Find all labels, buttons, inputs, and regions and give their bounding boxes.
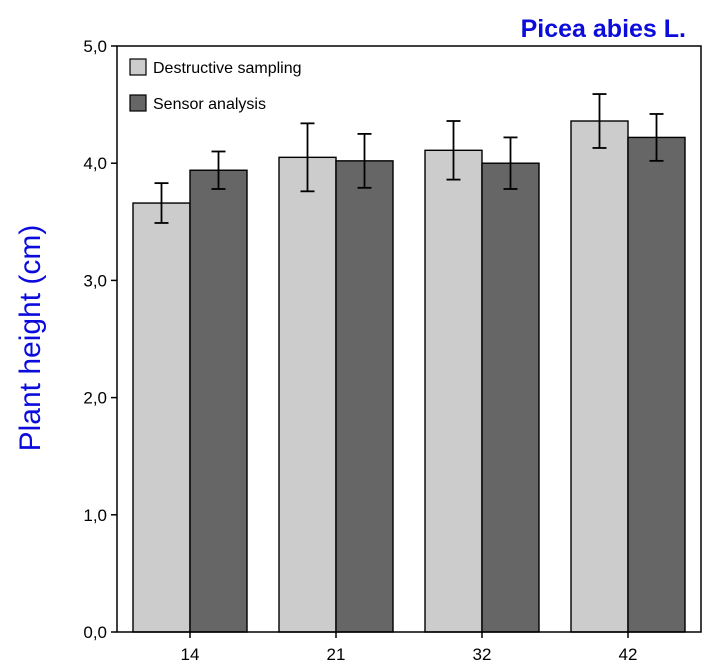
x-ticks: 14 21 32 42 [181, 632, 638, 664]
bar-sensor-analysis-14 [189, 169, 248, 633]
bars-layer [132, 93, 686, 633]
legend-swatch-sensor-analysis [129, 94, 147, 112]
x-tick-label-14: 14 [181, 645, 200, 664]
legend: Destructive sampling Sensor analysis [129, 58, 302, 113]
chart-title: Picea abies L. [521, 15, 686, 43]
y-tick-label-5: 5,0 [83, 37, 107, 56]
legend-label-destructive-sampling: Destructive sampling [153, 60, 302, 77]
bar-destructive-sampling-32 [424, 149, 483, 633]
bar-sensor-analysis-42 [627, 136, 686, 633]
bar-destructive-sampling-21 [278, 156, 337, 633]
y-ticks: 0,0 1,0 2,0 3,0 4,0 5,0 [83, 37, 117, 642]
legend-swatch-destructive-sampling [129, 58, 147, 76]
legend-label-sensor-analysis: Sensor analysis [153, 96, 266, 113]
y-tick-label-2: 2,0 [83, 389, 107, 408]
bar-sensor-analysis-32 [481, 162, 540, 633]
bar-destructive-sampling-14 [132, 202, 191, 633]
y-tick-label-0: 0,0 [83, 623, 107, 642]
x-tick-label-42: 42 [619, 645, 638, 664]
y-tick-label-4: 4,0 [83, 154, 107, 173]
y-tick-label-3: 3,0 [83, 271, 107, 290]
axes-layer [116, 45, 702, 633]
y-axis-label: Plant height (cm) [14, 225, 47, 452]
bar-sensor-analysis-21 [335, 160, 394, 633]
bar-destructive-sampling-42 [570, 120, 629, 633]
y-tick-label-1: 1,0 [83, 506, 107, 525]
x-tick-label-21: 21 [327, 645, 346, 664]
x-tick-label-32: 32 [473, 645, 492, 664]
plot-frame [116, 45, 702, 633]
